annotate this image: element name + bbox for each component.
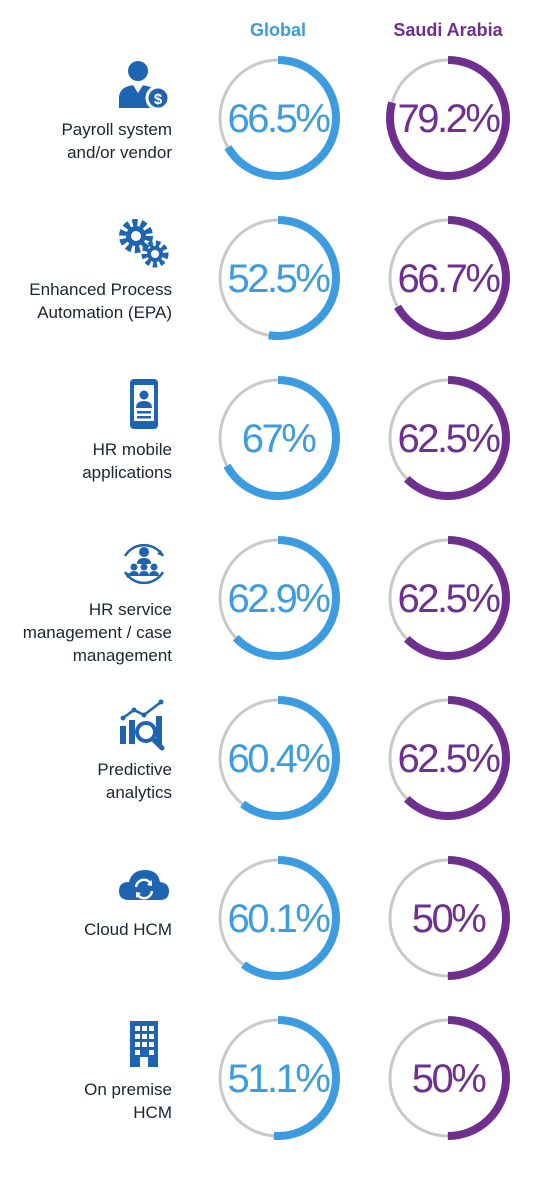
- ring-value-label: 50%: [412, 1057, 486, 1101]
- ring-value-label: 67%: [242, 417, 316, 461]
- progress-ring-saudi-arabia: 62.5%: [386, 536, 510, 660]
- progress-ring-global: 51.1%: [216, 1016, 340, 1140]
- ring-value-label: 60.4%: [228, 737, 331, 781]
- progress-ring-global: 60.1%: [216, 856, 340, 980]
- progress-ring-saudi-arabia: 50%: [386, 1016, 510, 1140]
- people-cycle-icon: [123, 543, 165, 585]
- gears-icon: [119, 219, 169, 268]
- ring-value-label: 50%: [412, 897, 486, 941]
- category-label-block: $ Payroll system and/or vendor: [0, 56, 172, 164]
- category-label-block: HR mobile applications: [0, 376, 172, 484]
- column-header-global: Global: [249, 20, 306, 40]
- ring-progress-arc: [386, 216, 510, 340]
- svg-text:$: $: [154, 91, 163, 108]
- ring-progress-arc: [386, 536, 510, 660]
- category-label: Enhanced Process Automation (EPA): [29, 280, 172, 322]
- progress-ring-global: 67%: [216, 376, 340, 500]
- progress-ring-saudi-arabia: 50%: [386, 856, 510, 980]
- category-label-block: Enhanced Process Automation (EPA): [0, 216, 172, 324]
- category-label: Cloud HCM: [84, 920, 172, 939]
- ring-progress-arc: [216, 536, 340, 660]
- progress-ring-global: 60.4%: [216, 696, 340, 820]
- ring-progress-arc: [216, 1016, 340, 1140]
- ring-progress-arc: [386, 376, 510, 500]
- category-label: On premise HCM: [84, 1080, 172, 1122]
- ring-value-label: 62.9%: [228, 577, 331, 621]
- ring-progress-arc: [216, 216, 340, 340]
- chart-row: Predictive analytics 60.4% 62.5%: [0, 688, 554, 838]
- category-label: Payroll system and/or vendor: [61, 120, 172, 162]
- ring-progress-arc: [386, 1016, 510, 1140]
- category-label-block: HR service management / case management: [0, 536, 172, 667]
- progress-ring-saudi-arabia: 62.5%: [386, 376, 510, 500]
- ring-progress-arc: [386, 696, 510, 820]
- chart-row: HR mobile applications 67% 62.5%: [0, 368, 554, 518]
- ring-value-label: 66.7%: [398, 257, 501, 301]
- progress-ring-global: 62.9%: [216, 536, 340, 660]
- progress-ring-saudi-arabia: 79.2%: [386, 56, 510, 180]
- office-building-icon: [130, 1021, 158, 1067]
- chart-row: Cloud HCM 60.1% 50%: [0, 848, 554, 998]
- ring-progress-arc: [216, 56, 340, 180]
- cloud-sync-icon: [119, 870, 169, 900]
- progress-ring-global: 66.5%: [216, 56, 340, 180]
- ring-progress-arc: [386, 56, 510, 180]
- chart-row: HR service management / case management 6…: [0, 528, 554, 678]
- chart-row: $ Payroll system and/or vendor 66.5% 79.2%: [0, 48, 554, 198]
- ring-progress-arc: [216, 856, 340, 980]
- chart-row: Enhanced Process Automation (EPA) 52.5% 66…: [0, 208, 554, 358]
- category-label-block: On premise HCM: [0, 1016, 172, 1124]
- category-label-block: Predictive analytics: [0, 696, 172, 804]
- column-header-saudi-arabia: Saudi Arabia: [393, 20, 503, 40]
- ring-value-label: 52.5%: [228, 257, 331, 301]
- category-label: HR service management / case management: [22, 600, 172, 665]
- ring-progress-arc: [216, 376, 340, 500]
- analytics-magnifier-icon: [120, 699, 165, 751]
- ring-value-label: 62.5%: [398, 577, 501, 621]
- category-label: HR mobile applications: [82, 440, 172, 482]
- ring-value-label: 79.2%: [398, 97, 501, 141]
- progress-ring-saudi-arabia: 62.5%: [386, 696, 510, 820]
- category-label: Predictive analytics: [97, 760, 172, 802]
- ring-progress-arc: [216, 696, 340, 820]
- ring-value-label: 62.5%: [398, 737, 501, 781]
- payroll-user-dollar-icon: $: [119, 61, 171, 111]
- progress-ring-global: 52.5%: [216, 216, 340, 340]
- ring-progress-arc: [386, 856, 510, 980]
- category-label-block: Cloud HCM: [0, 856, 172, 941]
- ring-value-label: 51.1%: [228, 1057, 331, 1101]
- ring-value-label: 62.5%: [398, 417, 501, 461]
- progress-ring-saudi-arabia: 66.7%: [386, 216, 510, 340]
- chart-row: On premise HCM 51.1% 50%: [0, 1008, 554, 1158]
- ring-value-label: 60.1%: [228, 897, 331, 941]
- mobile-phone-icon: [130, 379, 158, 429]
- ring-value-label: 66.5%: [228, 97, 331, 141]
